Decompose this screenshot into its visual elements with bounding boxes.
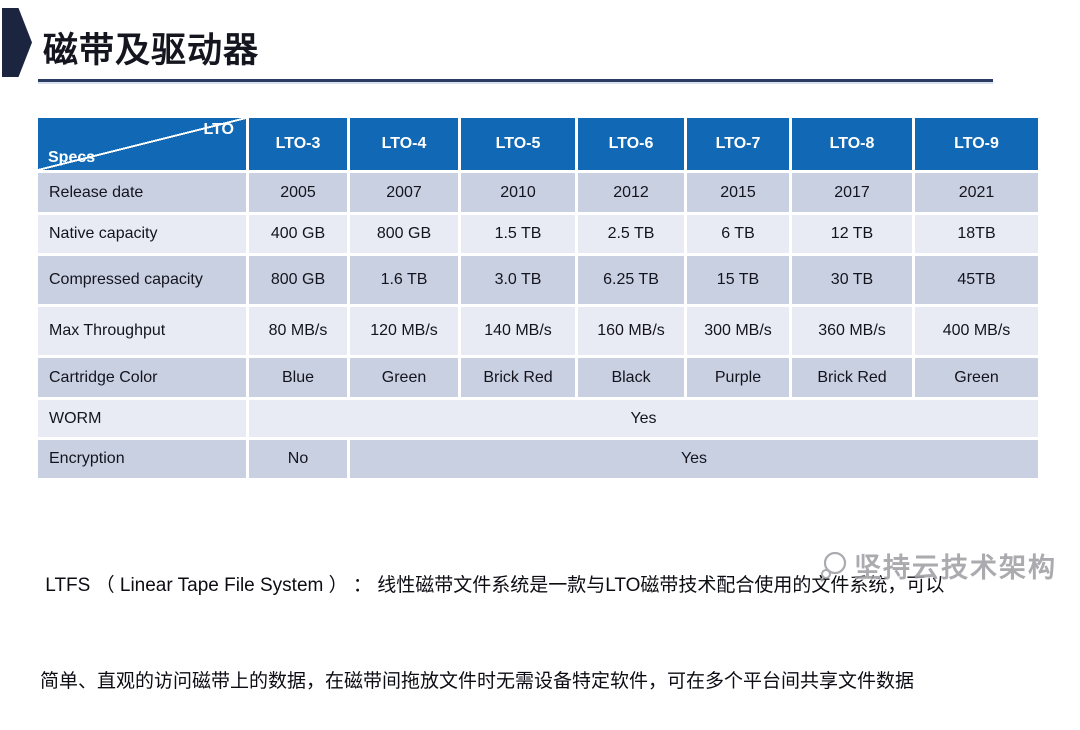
table-cell: Green — [350, 358, 458, 397]
column-header-lto-6: LTO-6 — [578, 118, 684, 170]
column-header-lto-5: LTO-5 — [461, 118, 575, 170]
worm-merged-cell: Yes — [249, 400, 1038, 437]
row-label-cartridge-color: Cartridge Color — [38, 358, 246, 397]
table-cell: 80 MB/s — [249, 307, 347, 355]
row-label-max-throughput: Max Throughput — [38, 307, 246, 355]
table-cell: 360 MB/s — [792, 307, 912, 355]
column-header-lto-4: LTO-4 — [350, 118, 458, 170]
table-cell: 6 TB — [687, 215, 789, 253]
table-cell: 120 MB/s — [350, 307, 458, 355]
encryption-no-cell: No — [249, 440, 347, 478]
ltfs-note-line-1: LTFS （ Linear Tape File System ） ： 线性磁带文… — [40, 575, 945, 596]
table-cell: 30 TB — [792, 256, 912, 304]
table-cell: 2010 — [461, 173, 575, 212]
ltfs-note-line-2: 简单、直观的访问磁带上的数据，在磁带间拖放文件时无需设备特定软件，可在多个平台间… — [40, 671, 915, 692]
table-cell: Black — [578, 358, 684, 397]
column-header-lto-3: LTO-3 — [249, 118, 347, 170]
column-header-lto-7: LTO-7 — [687, 118, 789, 170]
corner-label-specs: Specs — [48, 149, 96, 166]
table-cell: 12 TB — [792, 215, 912, 253]
table-cell: Green — [915, 358, 1038, 397]
column-header-lto-8: LTO-8 — [792, 118, 912, 170]
row-label-worm: WORM — [38, 400, 246, 437]
table-cell: 140 MB/s — [461, 307, 575, 355]
table-cell: Blue — [249, 358, 347, 397]
table-cell: 18TB — [915, 215, 1038, 253]
table-cell: 400 MB/s — [915, 307, 1038, 355]
table-cell: 2005 — [249, 173, 347, 212]
lto-spec-table: LTO Specs LTO-3 LTO-4 LTO-5 LTO-6 LTO-7 … — [38, 118, 1038, 478]
corner-label-lto: LTO — [203, 121, 234, 138]
table-cell: 2007 — [350, 173, 458, 212]
row-label-native-capacity: Native capacity — [38, 215, 246, 253]
table-cell: Brick Red — [792, 358, 912, 397]
column-header-lto-9: LTO-9 — [915, 118, 1038, 170]
table-cell: 2017 — [792, 173, 912, 212]
table-cell: 2.5 TB — [578, 215, 684, 253]
table-corner-cell: LTO Specs — [38, 118, 246, 170]
table-cell: 45TB — [915, 256, 1038, 304]
encryption-merged-cell: Yes — [350, 440, 1038, 478]
row-label-compressed-capacity: Compressed capacity — [38, 256, 246, 304]
table-cell: 2021 — [915, 173, 1038, 212]
table-cell: 800 GB — [350, 215, 458, 253]
row-label-release-date: Release date — [38, 173, 246, 212]
table-cell: 800 GB — [249, 256, 347, 304]
table-cell: 400 GB — [249, 215, 347, 253]
table-cell: Purple — [687, 358, 789, 397]
table-cell: 1.5 TB — [461, 215, 575, 253]
table-cell: 1.6 TB — [350, 256, 458, 304]
table-cell: 160 MB/s — [578, 307, 684, 355]
table-cell: 15 TB — [687, 256, 789, 304]
row-label-encryption: Encryption — [38, 440, 246, 478]
table-cell: 300 MB/s — [687, 307, 789, 355]
page-title: 磁带及驱动器 — [43, 31, 260, 70]
title-arrow-icon — [2, 8, 32, 77]
table-cell: 3.0 TB — [461, 256, 575, 304]
table-cell: 6.25 TB — [578, 256, 684, 304]
table-cell: 2012 — [578, 173, 684, 212]
table-cell: 2015 — [687, 173, 789, 212]
table-cell: Brick Red — [461, 358, 575, 397]
ltfs-note: LTFS （ Linear Tape File System ） ： 线性磁带文… — [40, 506, 1045, 730]
title-underline — [38, 79, 993, 82]
